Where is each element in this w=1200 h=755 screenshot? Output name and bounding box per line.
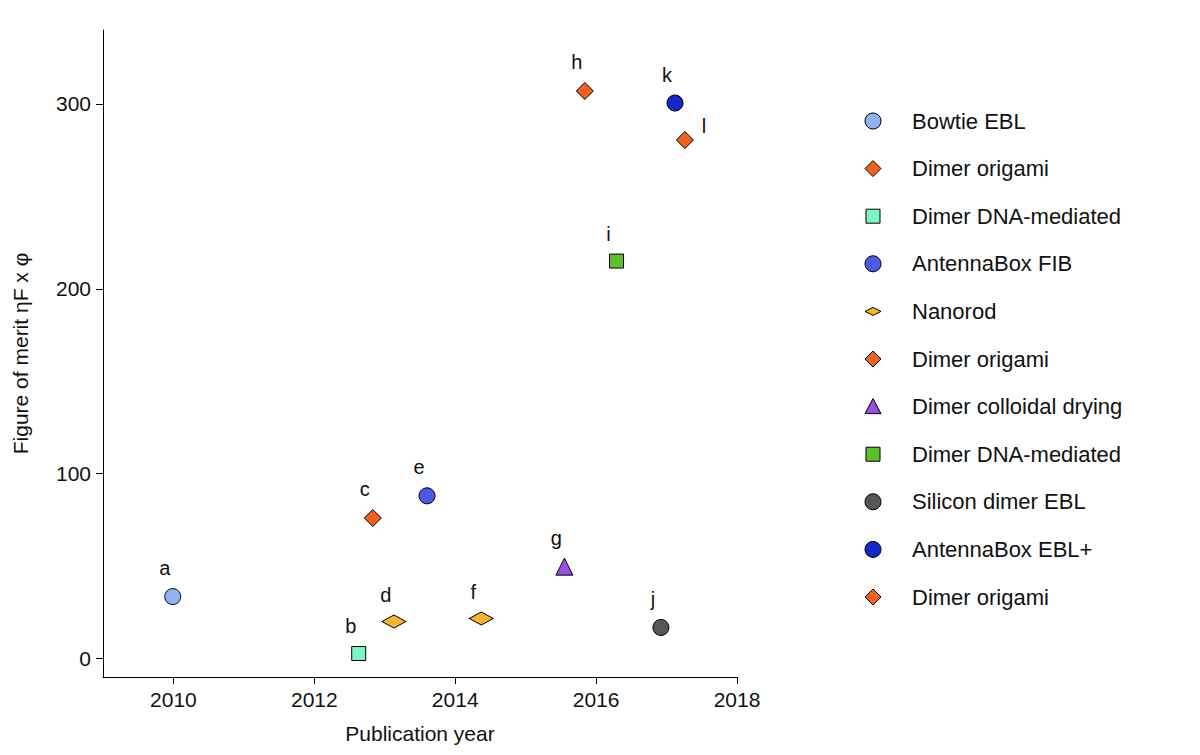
svg-text:Figure of merit ηF x φ: Figure of merit ηF x φ — [9, 253, 32, 455]
svg-text:AntennaBox EBL+: AntennaBox EBL+ — [912, 537, 1092, 562]
svg-text:j: j — [650, 588, 655, 610]
svg-text:e: e — [413, 456, 424, 478]
svg-text:200: 200 — [56, 277, 91, 300]
svg-text:2018: 2018 — [714, 688, 761, 711]
svg-text:g: g — [551, 527, 562, 549]
svg-text:Silicon dimer EBL: Silicon dimer EBL — [912, 489, 1086, 514]
svg-text:2014: 2014 — [432, 688, 479, 711]
svg-text:c: c — [360, 478, 370, 500]
svg-text:2010: 2010 — [150, 688, 197, 711]
svg-text:i: i — [606, 223, 610, 245]
svg-text:k: k — [662, 64, 673, 86]
svg-text:Dimer origami: Dimer origami — [912, 347, 1049, 372]
svg-text:Dimer colloidal drying: Dimer colloidal drying — [912, 394, 1122, 419]
svg-text:100: 100 — [56, 462, 91, 485]
svg-text:Publication year: Publication year — [345, 722, 494, 745]
svg-text:f: f — [471, 581, 477, 603]
svg-text:2012: 2012 — [291, 688, 338, 711]
svg-text:Dimer origami: Dimer origami — [912, 156, 1049, 181]
svg-text:Bowtie EBL: Bowtie EBL — [912, 109, 1026, 134]
svg-text:2016: 2016 — [573, 688, 620, 711]
svg-text:Nanorod: Nanorod — [912, 299, 996, 324]
svg-text:Dimer DNA-mediated: Dimer DNA-mediated — [912, 204, 1121, 229]
svg-text:Dimer origami: Dimer origami — [912, 585, 1049, 610]
svg-text:d: d — [380, 584, 391, 606]
svg-text:0: 0 — [79, 647, 91, 670]
svg-text:l: l — [702, 115, 706, 137]
svg-text:a: a — [159, 557, 171, 579]
svg-text:AntennaBox FIB: AntennaBox FIB — [912, 251, 1072, 276]
svg-text:b: b — [345, 615, 356, 637]
svg-text:300: 300 — [56, 92, 91, 115]
svg-text:Dimer DNA-mediated: Dimer DNA-mediated — [912, 442, 1121, 467]
svg-text:h: h — [571, 51, 582, 73]
